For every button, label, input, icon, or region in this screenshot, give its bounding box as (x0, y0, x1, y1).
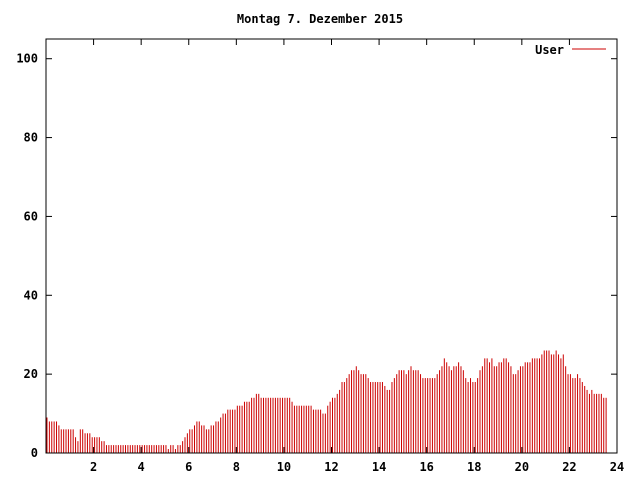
y-tick-label: 80 (24, 131, 38, 145)
y-tick-label: 20 (24, 367, 38, 381)
x-tick-label: 14 (372, 460, 386, 474)
x-tick-label: 24 (610, 460, 624, 474)
x-tick-label: 20 (515, 460, 529, 474)
x-axis-tick-labels: 2 4 6 8 10 12 14 16 18 20 22 24 (90, 460, 624, 474)
chart-title: Montag 7. Dezember 2015 (236, 12, 404, 26)
x-tick-label: 10 (277, 460, 291, 474)
x-tick-label: 12 (324, 460, 338, 474)
x-tick-label: 6 (185, 460, 192, 474)
plot-frame (45, 38, 618, 454)
y-tick-label: 60 (24, 209, 38, 223)
x-tick-label: 22 (562, 460, 576, 474)
legend-label-user: User (535, 43, 564, 57)
y-tick-label: 0 (31, 446, 38, 460)
bar-series (46, 350, 607, 453)
y-axis-tick-labels: 0 20 40 60 80 100 (16, 52, 38, 460)
x-tick-label: 4 (138, 460, 145, 474)
axis-ticks (46, 39, 618, 454)
x-tick-label: 8 (233, 460, 240, 474)
x-tick-label: 18 (467, 460, 481, 474)
y-tick-label: 40 (24, 288, 38, 302)
x-tick-label: 16 (419, 460, 433, 474)
x-tick-label: 2 (90, 460, 97, 474)
legend: User (535, 43, 606, 57)
y-tick-label: 100 (16, 52, 38, 66)
